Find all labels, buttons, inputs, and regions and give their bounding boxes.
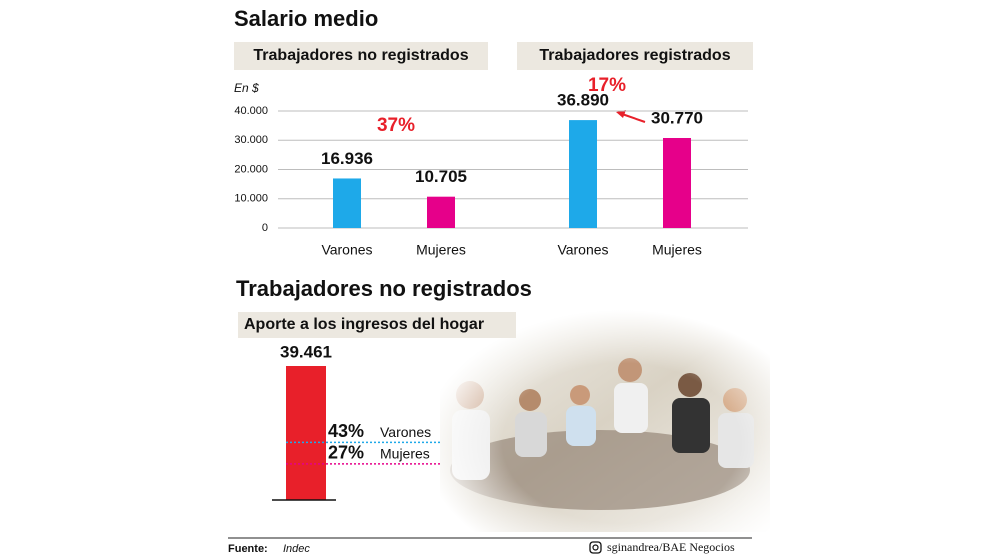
bar: [663, 137, 691, 228]
value-label: 16.936: [321, 149, 373, 168]
axis-label: En $: [234, 81, 259, 95]
subtitle-box: [517, 42, 753, 70]
value-label: 10.705: [415, 167, 467, 186]
value-label: 30.770: [651, 108, 703, 127]
chart-title: Trabajadores no registrados: [236, 276, 532, 301]
x-tick-label: Varones: [321, 242, 372, 258]
chart-title: Salario medio: [234, 6, 378, 31]
y-tick-label: 20.000: [234, 163, 268, 175]
instagram-icon: [589, 541, 602, 554]
credit: sginandrea/BAE Negocios: [607, 540, 735, 554]
bar: [286, 366, 326, 500]
photo: [440, 310, 770, 532]
value-label: 39.461: [280, 342, 332, 361]
y-tick-label: 30.000: [234, 134, 268, 146]
subtitle-box: [238, 312, 516, 338]
share-category: Varones: [380, 424, 431, 440]
share-label: 43%: [328, 421, 364, 441]
source: Indec: [283, 543, 310, 555]
share-label: 27%: [328, 443, 364, 463]
x-tick-label: Mujeres: [652, 242, 702, 258]
share-category: Mujeres: [380, 446, 430, 462]
annotation: 17%: [588, 75, 626, 96]
instagram-icon-lens: [592, 544, 599, 551]
y-tick-label: 0: [262, 222, 268, 234]
source-label: Fuente:: [228, 543, 268, 555]
bar: [427, 196, 455, 228]
chart-subtitle: Aporte a los ingresos del hogar: [244, 316, 484, 333]
bar: [333, 178, 361, 228]
panel-subtitle: Trabajadores registrados: [539, 47, 730, 64]
bar: [569, 120, 597, 228]
y-tick-label: 40.000: [234, 105, 268, 117]
y-tick-label: 10.000: [234, 193, 268, 205]
subtitle-box: [234, 42, 488, 70]
arrow: [621, 113, 646, 123]
x-tick-label: Mujeres: [416, 242, 466, 258]
value-label: 36.890: [557, 91, 609, 110]
panel-subtitle: Trabajadores no registrados: [253, 47, 468, 64]
arrow-head: [616, 110, 626, 118]
annotation: 37%: [377, 115, 415, 136]
x-tick-label: Varones: [557, 242, 608, 258]
